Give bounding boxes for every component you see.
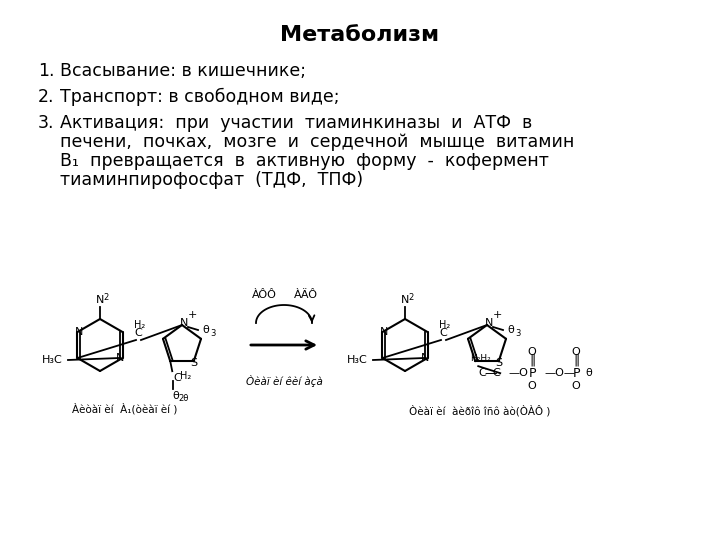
Text: H₃C: H₃C xyxy=(346,355,367,365)
Text: +: + xyxy=(492,310,502,320)
Text: H₂H₂: H₂H₂ xyxy=(470,354,490,363)
Text: O: O xyxy=(528,347,536,357)
Text: H₃C: H₃C xyxy=(42,355,63,365)
Text: H₂: H₂ xyxy=(180,371,192,381)
Text: C: C xyxy=(174,373,181,383)
Text: N: N xyxy=(485,318,493,328)
Text: C: C xyxy=(492,368,500,378)
Text: 1.: 1. xyxy=(38,62,55,80)
Text: H₂: H₂ xyxy=(439,320,451,330)
Text: 2: 2 xyxy=(408,293,413,302)
Text: P: P xyxy=(572,367,580,380)
Text: N: N xyxy=(421,353,430,363)
Text: θ: θ xyxy=(202,325,209,335)
Text: 3: 3 xyxy=(210,328,215,338)
Text: Òèàï èí êèí àçà: Òèàï èí êèí àçà xyxy=(246,375,323,387)
Text: Метаболизм: Метаболизм xyxy=(280,25,440,45)
Text: печени,  почках,  мозге  и  сердечной  мышце  витамин: печени, почках, мозге и сердечной мышце … xyxy=(60,133,575,151)
Text: тиаминпирофосфат  (ТДФ,  ТПФ): тиаминпирофосфат (ТДФ, ТПФ) xyxy=(60,171,363,189)
Text: θ: θ xyxy=(585,368,592,378)
Text: P: P xyxy=(528,367,536,380)
Text: H₂: H₂ xyxy=(135,320,145,330)
Text: —O: —O xyxy=(508,368,528,378)
Text: +: + xyxy=(187,310,197,320)
Text: Всасывание: в кишечнике;: Всасывание: в кишечнике; xyxy=(60,62,306,80)
Text: ‖: ‖ xyxy=(529,354,536,367)
Text: S: S xyxy=(495,358,503,368)
Text: ÀÄÔ: ÀÄÔ xyxy=(294,290,318,300)
Text: В₁  превращается  в  активную  форму  -  кофермент: В₁ превращается в активную форму - кофер… xyxy=(60,152,549,170)
Text: N: N xyxy=(180,318,188,328)
Text: Активация:  при  участии  тиаминкиназы  и  АТФ  в: Активация: при участии тиаминкиназы и АТ… xyxy=(60,114,532,132)
Text: 2θ: 2θ xyxy=(179,394,189,403)
Text: 3.: 3. xyxy=(38,114,55,132)
Text: O: O xyxy=(572,381,580,391)
Text: 2.: 2. xyxy=(38,88,55,106)
Text: θ: θ xyxy=(172,391,179,401)
Text: Òèàï èí  àèðîô îñô àò(ÒÀÔ ): Òèàï èí àèðîô îñô àò(ÒÀÔ ) xyxy=(409,405,551,416)
Text: Àèòàï èí  À₁(òèàï èí ): Àèòàï èí À₁(òèàï èí ) xyxy=(72,403,178,415)
Text: C: C xyxy=(439,328,447,338)
Text: C: C xyxy=(134,328,142,338)
Text: Транспорт: в свободном виде;: Транспорт: в свободном виде; xyxy=(60,88,340,106)
Text: θ: θ xyxy=(507,325,514,335)
Text: N: N xyxy=(401,295,409,305)
Text: N: N xyxy=(380,327,389,337)
Text: 3: 3 xyxy=(515,328,521,338)
Text: —: — xyxy=(484,367,497,380)
Text: ‖: ‖ xyxy=(573,354,580,367)
Text: —O—: —O— xyxy=(544,368,575,378)
Text: O: O xyxy=(572,347,580,357)
Text: N: N xyxy=(96,295,104,305)
Text: C: C xyxy=(478,368,486,378)
Text: O: O xyxy=(528,381,536,391)
Text: N: N xyxy=(117,353,125,363)
Text: ÀÔÔ: ÀÔÔ xyxy=(251,290,276,300)
Text: S: S xyxy=(190,358,197,368)
Text: N: N xyxy=(76,327,84,337)
Text: 2: 2 xyxy=(104,293,109,302)
